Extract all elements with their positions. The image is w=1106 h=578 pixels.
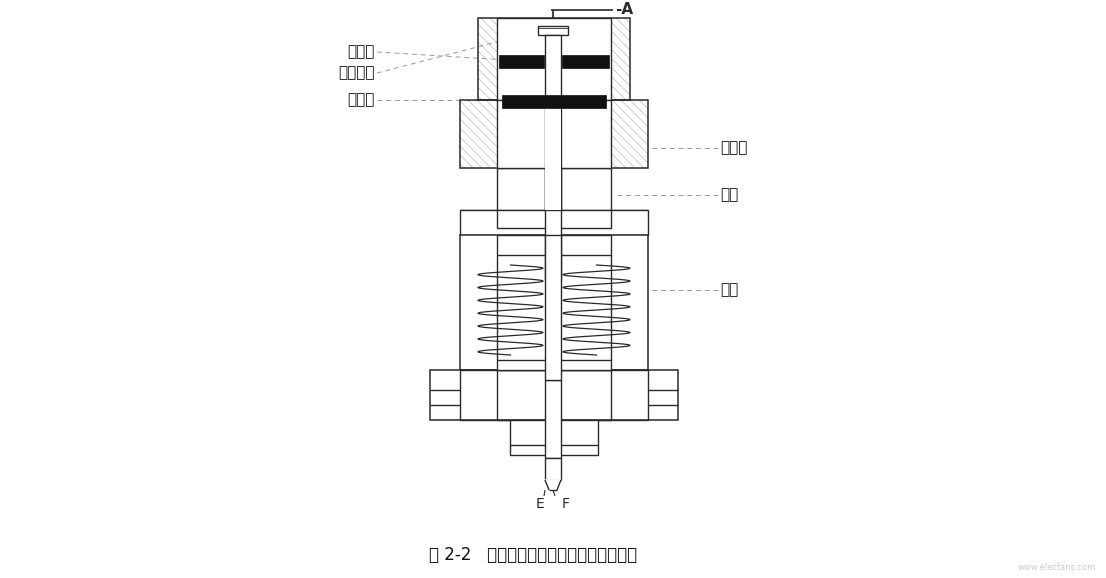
Text: 密封垫: 密封垫 — [347, 92, 375, 108]
Bar — [478, 18, 630, 100]
Bar — [562, 55, 609, 68]
Bar — [499, 55, 544, 68]
Text: F: F — [562, 497, 570, 511]
Bar — [460, 210, 648, 235]
Text: 密封圈: 密封圈 — [347, 45, 375, 60]
Polygon shape — [545, 480, 561, 490]
Bar — [502, 95, 606, 108]
Text: E: E — [535, 497, 544, 511]
Text: 弹簧: 弹簧 — [720, 283, 738, 298]
Bar — [497, 235, 611, 370]
Text: www.elecfans.com: www.elecfans.com — [1018, 564, 1096, 572]
Bar — [545, 380, 561, 458]
Text: 图 2-2   置于气门芯中的机电式压力传感器: 图 2-2 置于气门芯中的机电式压力传感器 — [429, 546, 637, 564]
Text: -A: -A — [615, 2, 633, 17]
Bar — [430, 370, 678, 420]
Bar — [545, 35, 561, 210]
Text: 空心螺柱: 空心螺柱 — [338, 65, 375, 80]
Bar — [545, 168, 561, 280]
Bar — [510, 420, 598, 455]
Bar — [497, 210, 611, 228]
Bar — [538, 26, 568, 35]
Bar — [497, 100, 611, 168]
Bar — [497, 168, 611, 235]
Text: 铜外壳: 铜外壳 — [720, 140, 748, 155]
Text: 导柱: 导柱 — [720, 187, 738, 202]
Bar — [460, 370, 648, 420]
Bar — [545, 235, 561, 380]
Bar — [460, 100, 648, 168]
Bar — [460, 235, 648, 370]
Bar — [545, 108, 561, 210]
Bar — [497, 370, 611, 420]
Bar — [545, 458, 561, 480]
Bar — [497, 18, 611, 100]
